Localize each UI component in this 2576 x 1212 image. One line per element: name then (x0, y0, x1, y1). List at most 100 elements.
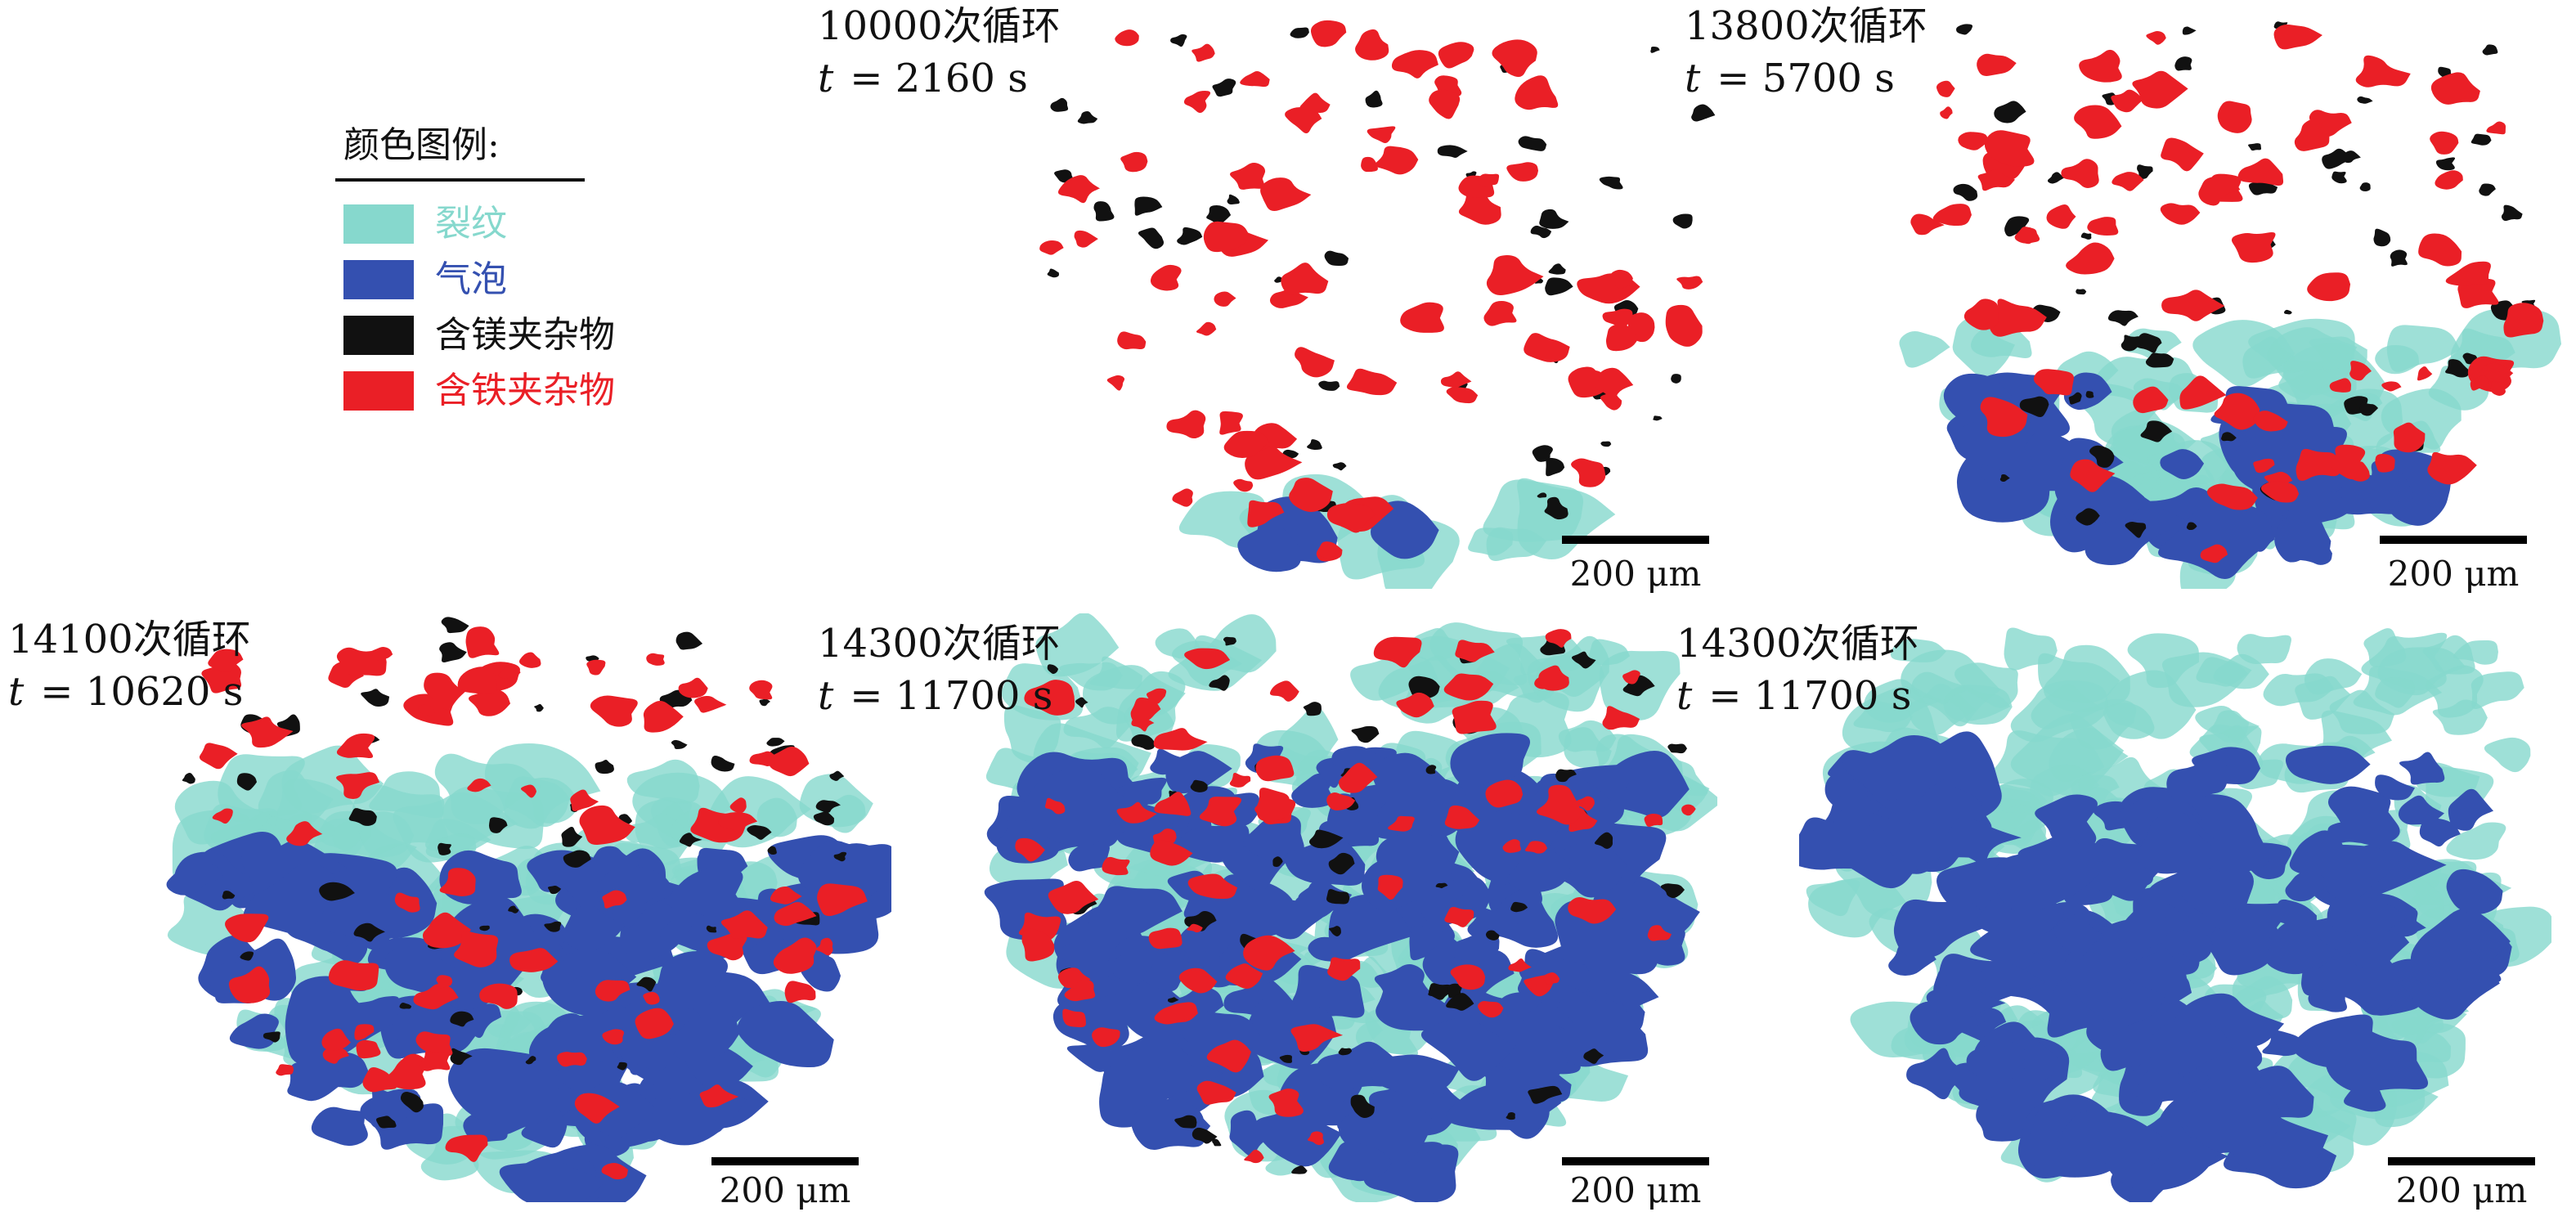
mg-inclusion (2359, 402, 2379, 416)
mg-inclusion (1528, 1085, 1563, 1104)
fe-inclusion (1676, 276, 1703, 290)
crack-region (1003, 705, 1061, 764)
bubble-region (1165, 751, 1232, 794)
bubble-region (2166, 758, 2228, 804)
bubble-region (1953, 420, 2038, 472)
fe-inclusion (1377, 874, 1403, 900)
fe-inclusion (1346, 368, 1398, 396)
fe-inclusion (394, 892, 420, 913)
fe-inclusion (1980, 397, 2028, 438)
fe-inclusion (1367, 126, 1396, 144)
bubble-region (643, 1067, 692, 1100)
fe-inclusion (1545, 629, 1572, 648)
bubble-region (2035, 794, 2098, 851)
mg-inclusion (182, 773, 195, 784)
scale-bar (1562, 1157, 1709, 1165)
render-panel-2 (1899, 21, 2562, 589)
fe-inclusion (1153, 728, 1208, 751)
fe-inclusion (1015, 837, 1045, 862)
fe-inclusion (1958, 132, 1990, 150)
crack-region (2210, 710, 2260, 744)
mg-inclusion (813, 811, 834, 826)
mg-inclusion (2047, 172, 2064, 184)
fe-inclusion (2161, 137, 2204, 172)
bubble-region (1941, 817, 2022, 864)
fe-inclusion (2331, 444, 2366, 480)
bubble-region (2275, 899, 2317, 928)
mg-inclusion (1600, 441, 1612, 447)
fe-inclusion (467, 778, 491, 792)
fe-inclusion (707, 933, 747, 961)
fe-inclusion (1106, 375, 1125, 391)
mg-inclusion (2220, 432, 2237, 442)
fe-inclusion (590, 695, 638, 727)
fe-inclusion (2133, 386, 2169, 414)
color-legend: 颜色图例: 裂纹 气泡 含镁夹杂物 含铁夹杂物 (335, 123, 615, 419)
fe-inclusion (1172, 488, 1193, 507)
fe-inclusion (2486, 121, 2506, 135)
bubble-region (2327, 786, 2400, 846)
fe-inclusion (1977, 168, 2016, 191)
mg-inclusion (1667, 743, 1687, 754)
fe-inclusion (1229, 162, 1266, 190)
legend-item-fe-inclusion: 含铁夹杂物 (335, 363, 615, 419)
fe-inclusion (595, 980, 631, 1002)
fe-inclusion (2200, 544, 2228, 563)
fe-inclusion (2160, 203, 2201, 225)
fe-inclusion (1486, 255, 1544, 296)
fe-inclusion (570, 789, 599, 811)
mg-inclusion (2359, 182, 2371, 191)
bubble-region (2293, 490, 2355, 524)
bubble-region (166, 863, 223, 896)
legend-label: 含镁夹杂物 (435, 314, 615, 356)
fe-inclusion (601, 1163, 628, 1180)
crack-region (2010, 680, 2109, 743)
fe-inclusion (1196, 321, 1217, 336)
crack-region (1527, 635, 1609, 712)
fe-inclusion (356, 1039, 381, 1059)
cycle-count: 13800次循环 (1685, 3, 1928, 49)
bubble-region (1242, 998, 1337, 1069)
mg-inclusion (1309, 829, 1344, 849)
bubble-region (1446, 1083, 1542, 1131)
fe-inclusion (1148, 927, 1183, 949)
cycle-count: 14300次循环 (1676, 621, 1919, 667)
fe-inclusion (1610, 269, 1633, 289)
fe-inclusion (1515, 75, 1559, 110)
mg-inclusion (1437, 145, 1468, 158)
fe-inclusion (749, 680, 773, 700)
mg-inclusion (479, 925, 490, 931)
crack-region (1483, 479, 1584, 542)
mg-inclusion (1540, 637, 1566, 656)
mg-inclusion (2174, 56, 2192, 71)
mg-inclusion (595, 759, 614, 774)
legend-item-crack: 裂纹 (335, 196, 615, 252)
mg-inclusion (263, 1031, 280, 1043)
fe-inclusion (2033, 369, 2074, 396)
bubble-region (1370, 1054, 1461, 1096)
bubble-region (1451, 931, 1500, 963)
fe-inclusion (1571, 458, 1606, 487)
bubble-region (499, 1160, 607, 1202)
time-value: t = 11700 s (1676, 670, 1919, 722)
panel-3-label: 14100次循环 t = 10620 s (8, 613, 251, 718)
fe-inclusion (1223, 430, 1270, 458)
mg-inclusion (1555, 769, 1577, 783)
mg-inclusion (488, 817, 508, 833)
bubble-region (2126, 915, 2174, 951)
mg-inclusion (1653, 415, 1663, 421)
bubble-region (1229, 1110, 1280, 1156)
fe-inclusion (2237, 158, 2284, 186)
fe-inclusion (1024, 680, 1075, 716)
mg-inclusion (2080, 232, 2092, 240)
fe-inclusion (1150, 264, 1182, 291)
time-text: = 11700 s (850, 673, 1053, 719)
mg-inclusion (1212, 79, 1236, 97)
crack-region (2103, 703, 2155, 739)
fe-inclusion (2393, 422, 2426, 453)
fe-inclusion (1373, 636, 1422, 668)
fe-inclusion (1355, 29, 1389, 61)
mg-inclusion (1544, 496, 1568, 520)
mg-inclusion (1672, 213, 1693, 229)
fe-inclusion (518, 652, 541, 668)
